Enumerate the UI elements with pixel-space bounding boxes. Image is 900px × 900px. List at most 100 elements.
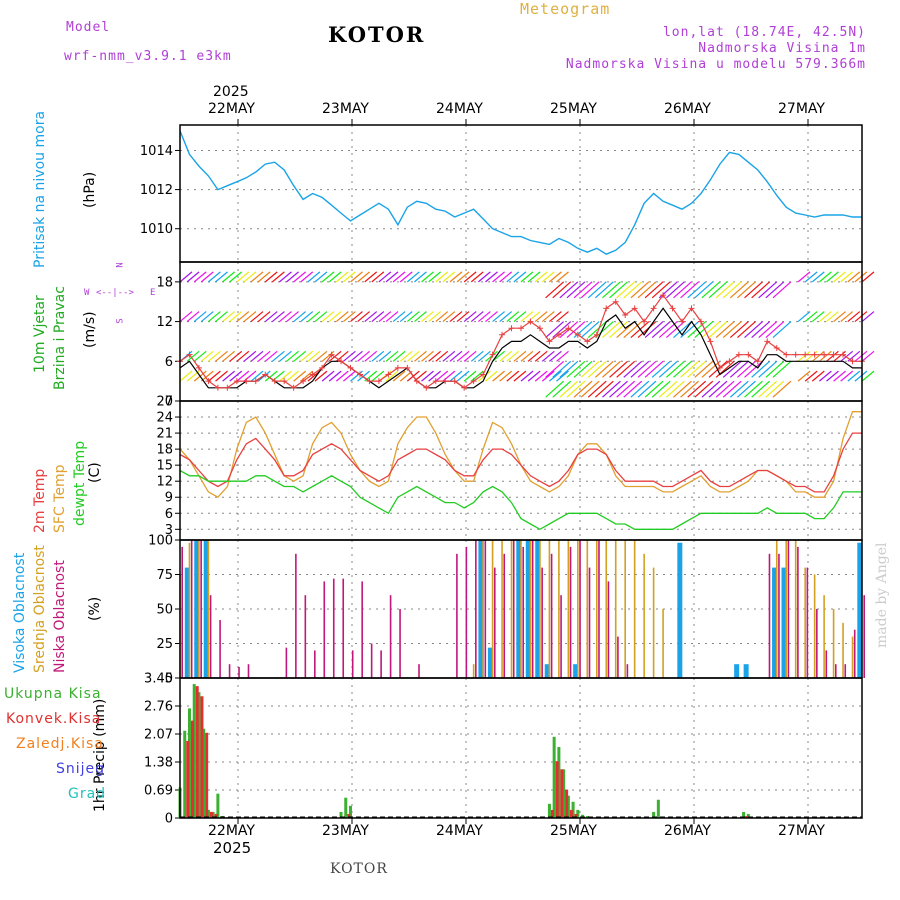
cloud-bar-2 [456,553,458,678]
wind-barb [715,281,735,299]
precip-bar-0 [742,811,746,818]
wind-barb [335,271,349,283]
wind-barb [357,350,370,362]
wind-gust-marker [319,364,326,371]
cloud-bar-2 [531,540,534,678]
wind-barb [587,360,607,378]
cloud-bar-1 [842,622,844,678]
wind-barb [449,370,463,382]
wind-barb [541,370,555,382]
cloud-bar-1 [577,540,579,678]
wind-barb [250,370,264,382]
wind-barb [179,271,193,283]
wind-barb [737,321,756,339]
wind-barb [513,370,527,382]
cloud-bar-2 [844,664,847,678]
cloud-bar-2 [247,664,250,678]
wind-barb [470,350,484,362]
wind-barb [371,271,385,283]
wind-barb [847,271,861,283]
cloud-bar-2 [200,540,202,678]
precip-bar-0 [183,730,187,818]
wind-barb [527,271,541,283]
wind-barb [200,311,214,323]
wind-barb [658,360,678,378]
cloud-bar-1 [823,595,825,678]
wind-barb [271,271,285,283]
wind-gust-marker [527,318,534,325]
wind-barb [243,370,257,382]
wind-barb [722,281,742,299]
ytick-label-precip-5: 3.45 [144,672,173,687]
cloud-bar-0 [516,540,522,678]
wind-gust-marker [195,364,202,371]
wind-barb [186,350,200,362]
wind-gust-marker [707,338,714,345]
wind-barb [708,281,728,299]
wind-barb [833,370,846,382]
cloud-bar-0 [772,567,778,678]
wind-gust-marker [499,331,506,338]
wind-barb [428,370,442,382]
wind-barb [435,350,449,362]
wind-barb [854,271,868,283]
wind-barb [378,350,392,362]
wind-barb [854,311,868,323]
wind-barb [818,370,832,382]
wind-barb [680,321,700,339]
precip-bar-0 [211,811,215,818]
wind-barb [463,311,477,323]
wind-barb [435,271,449,283]
wind-barb [854,350,868,362]
wind-barb [264,370,278,382]
wind-gust-marker [726,358,733,365]
cloud-bar-1 [567,540,570,678]
ytick-label-temp-2: 9 [165,491,173,506]
wind-barb [644,360,664,378]
wind-gust-marker [716,364,723,371]
wind-barb [609,360,628,378]
cloud-bar-1 [207,540,210,678]
wind-barb [549,311,562,323]
wind-barb [527,350,541,362]
wind-barb [541,350,555,362]
wind-barb [818,271,832,283]
wind-barb [229,271,243,283]
wind-barb [708,380,728,398]
precip-bar-0 [197,692,201,818]
cloud-bar-1 [633,540,636,678]
wind-barb [751,281,771,299]
wind-barb [580,281,600,299]
wind-barb [385,311,399,323]
cloud-bar-2 [834,664,837,678]
wind-barb [513,311,527,323]
wind-gust-marker [773,345,780,352]
wind-barb [307,271,321,283]
wind-barb [840,271,854,283]
wind-barb [442,271,456,283]
wind-barb [811,271,825,283]
wind-barb [314,370,328,382]
date-bottom-0: 22MAY [208,823,255,839]
wind-barb [492,271,505,283]
wind-barb [765,321,785,339]
wind-gust-marker [546,338,553,345]
cloud-bar-2 [465,546,468,678]
wind-barb [729,380,749,398]
cloud-bar-2 [314,650,316,678]
wind-gust-marker [669,305,676,312]
wind-barb [513,271,527,283]
wind-barb [222,311,236,323]
date-top-1: 23MAY [322,101,369,117]
wind-gust-marker [536,325,543,332]
wind-barb [751,321,771,339]
wind-gust-marker [347,364,354,371]
panel-frame-wind [179,261,863,402]
wind-barb [665,321,685,339]
wind-barb [797,271,811,283]
wind-barb [623,281,643,299]
cloud-bar-2 [493,567,496,678]
precip-bar-1 [200,696,204,818]
wind-gust-marker [641,318,648,325]
wind-barb [594,380,614,398]
